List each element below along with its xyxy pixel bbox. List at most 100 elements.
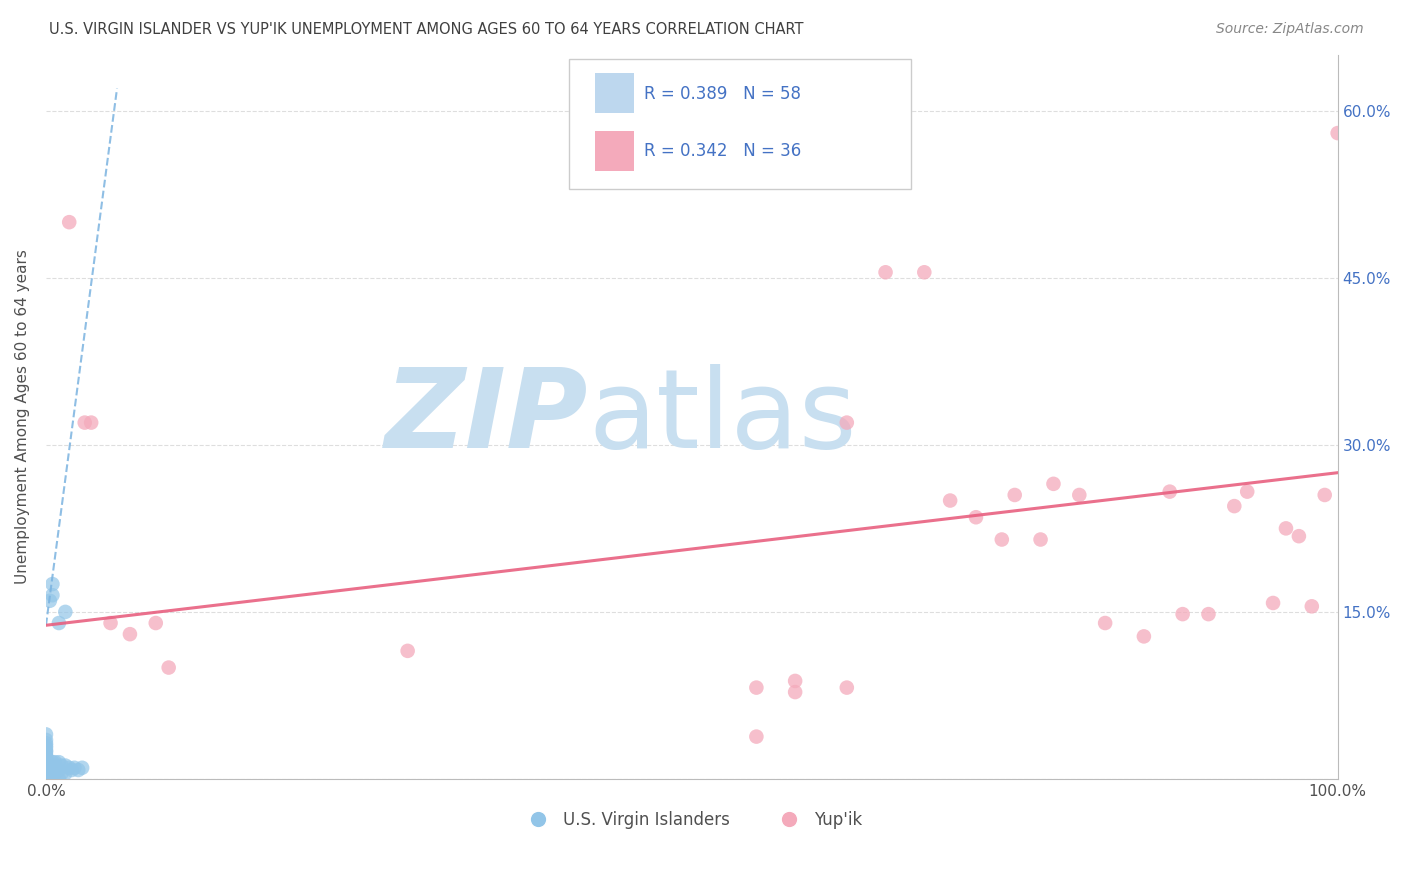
Point: [35, 763, 58, 777]
Point: [58, 761, 80, 775]
Point: [1171, 607, 1194, 621]
FancyBboxPatch shape: [569, 59, 911, 189]
Y-axis label: Unemployment Among Ages 60 to 64 years: Unemployment Among Ages 60 to 64 years: [15, 250, 30, 584]
Point: [53, 766, 76, 780]
Point: [835, 416, 858, 430]
Point: [35, 772, 58, 786]
Point: [1236, 484, 1258, 499]
Point: [1301, 599, 1323, 614]
Point: [118, 627, 141, 641]
Point: [35, 749, 58, 764]
Point: [48, 615, 70, 630]
Point: [41, 761, 63, 775]
Text: R = 0.389   N = 58: R = 0.389 N = 58: [644, 85, 801, 103]
Point: [38, 593, 60, 607]
Point: [35, 772, 58, 786]
Point: [785, 673, 807, 688]
Point: [58, 215, 80, 229]
Point: [63, 761, 86, 775]
Point: [41, 577, 63, 591]
Point: [35, 766, 58, 780]
Point: [73, 416, 96, 430]
Point: [67, 763, 90, 777]
Point: [912, 265, 935, 279]
Point: [1275, 521, 1298, 535]
Point: [35, 733, 58, 747]
Point: [35, 727, 58, 741]
Point: [1159, 484, 1181, 499]
Point: [53, 758, 76, 772]
Point: [51, 758, 73, 772]
Point: [1261, 596, 1284, 610]
Point: [35, 752, 58, 766]
Point: [35, 758, 58, 772]
Point: [38, 766, 60, 780]
Point: [35, 772, 58, 786]
Point: [991, 533, 1014, 547]
Point: [38, 772, 60, 786]
Point: [35, 761, 58, 775]
Point: [100, 615, 122, 630]
Point: [44, 756, 66, 770]
Point: [835, 681, 858, 695]
Point: [1029, 533, 1052, 547]
Text: R = 0.342   N = 36: R = 0.342 N = 36: [644, 143, 801, 161]
Point: [1004, 488, 1026, 502]
Point: [35, 756, 58, 770]
Point: [51, 766, 73, 780]
Point: [745, 681, 768, 695]
Point: [1326, 126, 1348, 140]
Point: [41, 756, 63, 770]
Point: [38, 761, 60, 775]
Point: [875, 265, 897, 279]
Point: [41, 766, 63, 780]
Point: [35, 736, 58, 750]
Point: [44, 758, 66, 772]
Point: [35, 749, 58, 764]
Point: [35, 744, 58, 758]
Point: [1042, 476, 1064, 491]
Text: U.S. VIRGIN ISLANDER VS YUP'IK UNEMPLOYMENT AMONG AGES 60 TO 64 YEARS CORRELATIO: U.S. VIRGIN ISLANDER VS YUP'IK UNEMPLOYM…: [49, 22, 804, 37]
Point: [48, 772, 70, 786]
Point: [1223, 499, 1246, 513]
Point: [53, 605, 76, 619]
Point: [44, 766, 66, 780]
Text: atlas: atlas: [589, 364, 858, 470]
Point: [41, 588, 63, 602]
Point: [35, 761, 58, 775]
Point: [1133, 629, 1156, 643]
Point: [1288, 529, 1310, 543]
Point: [35, 756, 58, 770]
Point: [35, 739, 58, 753]
Point: [48, 763, 70, 777]
Text: Source: ZipAtlas.com: Source: ZipAtlas.com: [1216, 22, 1364, 37]
Point: [35, 749, 58, 764]
Point: [1313, 488, 1336, 502]
Point: [35, 744, 58, 758]
Point: [35, 772, 58, 786]
Point: [35, 766, 58, 780]
Point: [157, 660, 180, 674]
Point: [1198, 607, 1220, 621]
Text: ZIP: ZIP: [385, 364, 589, 470]
Point: [35, 766, 58, 780]
Point: [35, 752, 58, 766]
Legend: U.S. Virgin Islanders, Yup'ik: U.S. Virgin Islanders, Yup'ik: [515, 805, 869, 836]
FancyBboxPatch shape: [595, 73, 634, 113]
Point: [745, 730, 768, 744]
Point: [35, 772, 58, 786]
Point: [70, 761, 93, 775]
Point: [60, 763, 83, 777]
Point: [35, 758, 58, 772]
Point: [145, 615, 167, 630]
Point: [1094, 615, 1116, 630]
Point: [785, 685, 807, 699]
Point: [48, 756, 70, 770]
Point: [939, 493, 962, 508]
Point: [35, 772, 58, 786]
Point: [80, 416, 103, 430]
Point: [35, 740, 58, 755]
FancyBboxPatch shape: [595, 131, 634, 171]
Point: [35, 747, 58, 762]
Point: [44, 763, 66, 777]
